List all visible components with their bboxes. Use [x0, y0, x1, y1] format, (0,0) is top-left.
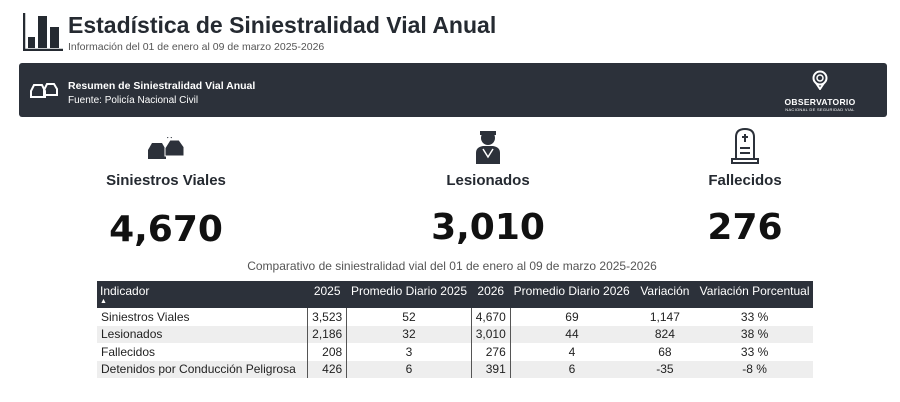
column-header-variacion[interactable]: Variación [633, 281, 697, 308]
table-cell: -35 [633, 360, 697, 378]
table-header-row: Indicador ▲ 2025 Promedio Diario 2025 202… [97, 281, 813, 308]
table-cell: 276 [471, 343, 511, 361]
table-cell: 4,670 [471, 308, 511, 326]
table-cell: 33 % [740, 309, 769, 324]
table-cell: 208 [307, 343, 348, 361]
table-cell: 38 % [696, 325, 813, 343]
table-row: Detenidos por Conducción Peligrosa 426 6 39… [97, 360, 813, 378]
table-cell: -8 % [696, 360, 813, 378]
column-header-variacion-porcentual[interactable]: Variación Porcentual [696, 281, 813, 308]
column-header-2025[interactable]: 2025 [307, 281, 347, 308]
table-row: Siniestros Viales 3,523 52 4,670 69 1,147 33 % [97, 308, 813, 326]
bar-chart-logo-icon [23, 13, 63, 51]
kpi-fallecidos: Fallecidos 276 [645, 127, 845, 248]
table-cell: Siniestros Viales [97, 308, 309, 326]
banner-title: Resumen de Siniestralidad Vial Anual [68, 80, 256, 92]
kpi-label: Siniestros Viales [106, 172, 226, 189]
banner-source: Fuente: Policía Nacional Civil [68, 95, 199, 106]
kpi-value: 4,670 [109, 209, 223, 250]
table-cell: 6 [346, 360, 472, 378]
table-cell: Fallecidos [97, 343, 309, 361]
logo-subtext: NACIONAL DE SEGURIDAD VIAL [785, 107, 855, 112]
table-cell: 32 [346, 325, 472, 343]
car-crash-icon [30, 83, 58, 98]
table-cell: 3,010 [471, 325, 511, 343]
column-header-promedio-2025[interactable]: Promedio Diario 2025 [346, 281, 472, 308]
table-cell: 68 [658, 344, 672, 359]
tombstone-icon [731, 127, 759, 164]
column-header-2026[interactable]: 2026 [471, 281, 511, 308]
kpi-lesionados: Lesionados 3,010 [388, 127, 588, 248]
table-row: Lesionados 2,186 32 3,010 44 824 38 % [97, 325, 813, 343]
table-caption: Comparativo de siniestralidad vial del 0… [247, 259, 657, 273]
page-title: Estadística de Siniestralidad Vial Anual [68, 12, 497, 38]
table-row: Fallecidos 208 3 276 4 68 33 % [97, 343, 813, 361]
summary-banner: Resumen de Siniestralidad Vial Anual Fue… [19, 63, 887, 117]
table-cell: 6 [510, 360, 634, 378]
column-header-indicador[interactable]: Indicador ▲ [97, 281, 308, 308]
table-cell: 4 [568, 344, 576, 359]
table-cell: 3 [346, 343, 472, 361]
table-cell: 52 [346, 308, 472, 326]
car-crash-icon [148, 135, 185, 159]
table-cell: 391 [471, 360, 511, 378]
table-cell: 44 [510, 325, 634, 343]
column-header-promedio-2026[interactable]: Promedio Diario 2026 [510, 281, 634, 308]
location-pin-icon [812, 70, 828, 91]
kpi-value: 3,010 [431, 207, 545, 248]
observatorio-logo: OBSERVATORIO NACIONAL DE SEGURIDAD VIAL [775, 70, 865, 112]
table-cell: 33 % [740, 344, 769, 359]
comparison-table: Indicador ▲ 2025 Promedio Diario 2025 202… [97, 281, 813, 378]
kpi-label: Fallecidos [708, 172, 782, 189]
column-label: Indicador [100, 284, 150, 298]
kpi-siniestros: Siniestros Viales 4,670 [66, 135, 266, 250]
table-cell: 2,186 [307, 325, 348, 343]
table-cell: 3,523 [307, 308, 348, 326]
page-subtitle: Información del 01 de enero al 09 de mar… [68, 41, 325, 53]
kpi-label: Lesionados [446, 172, 530, 189]
table-cell: Lesionados [97, 325, 309, 343]
sort-asc-icon[interactable]: ▲ [100, 298, 107, 305]
injured-person-icon [476, 131, 500, 164]
table-cell: 824 [633, 325, 697, 343]
kpi-value: 276 [707, 207, 783, 248]
table-cell: 69 [565, 309, 579, 324]
logo-text: OBSERVATORIO [784, 97, 856, 107]
table-cell: 1,147 [649, 309, 680, 324]
table-cell: 426 [307, 360, 348, 378]
table-cell: Detenidos por Conducción Peligrosa [97, 360, 309, 378]
